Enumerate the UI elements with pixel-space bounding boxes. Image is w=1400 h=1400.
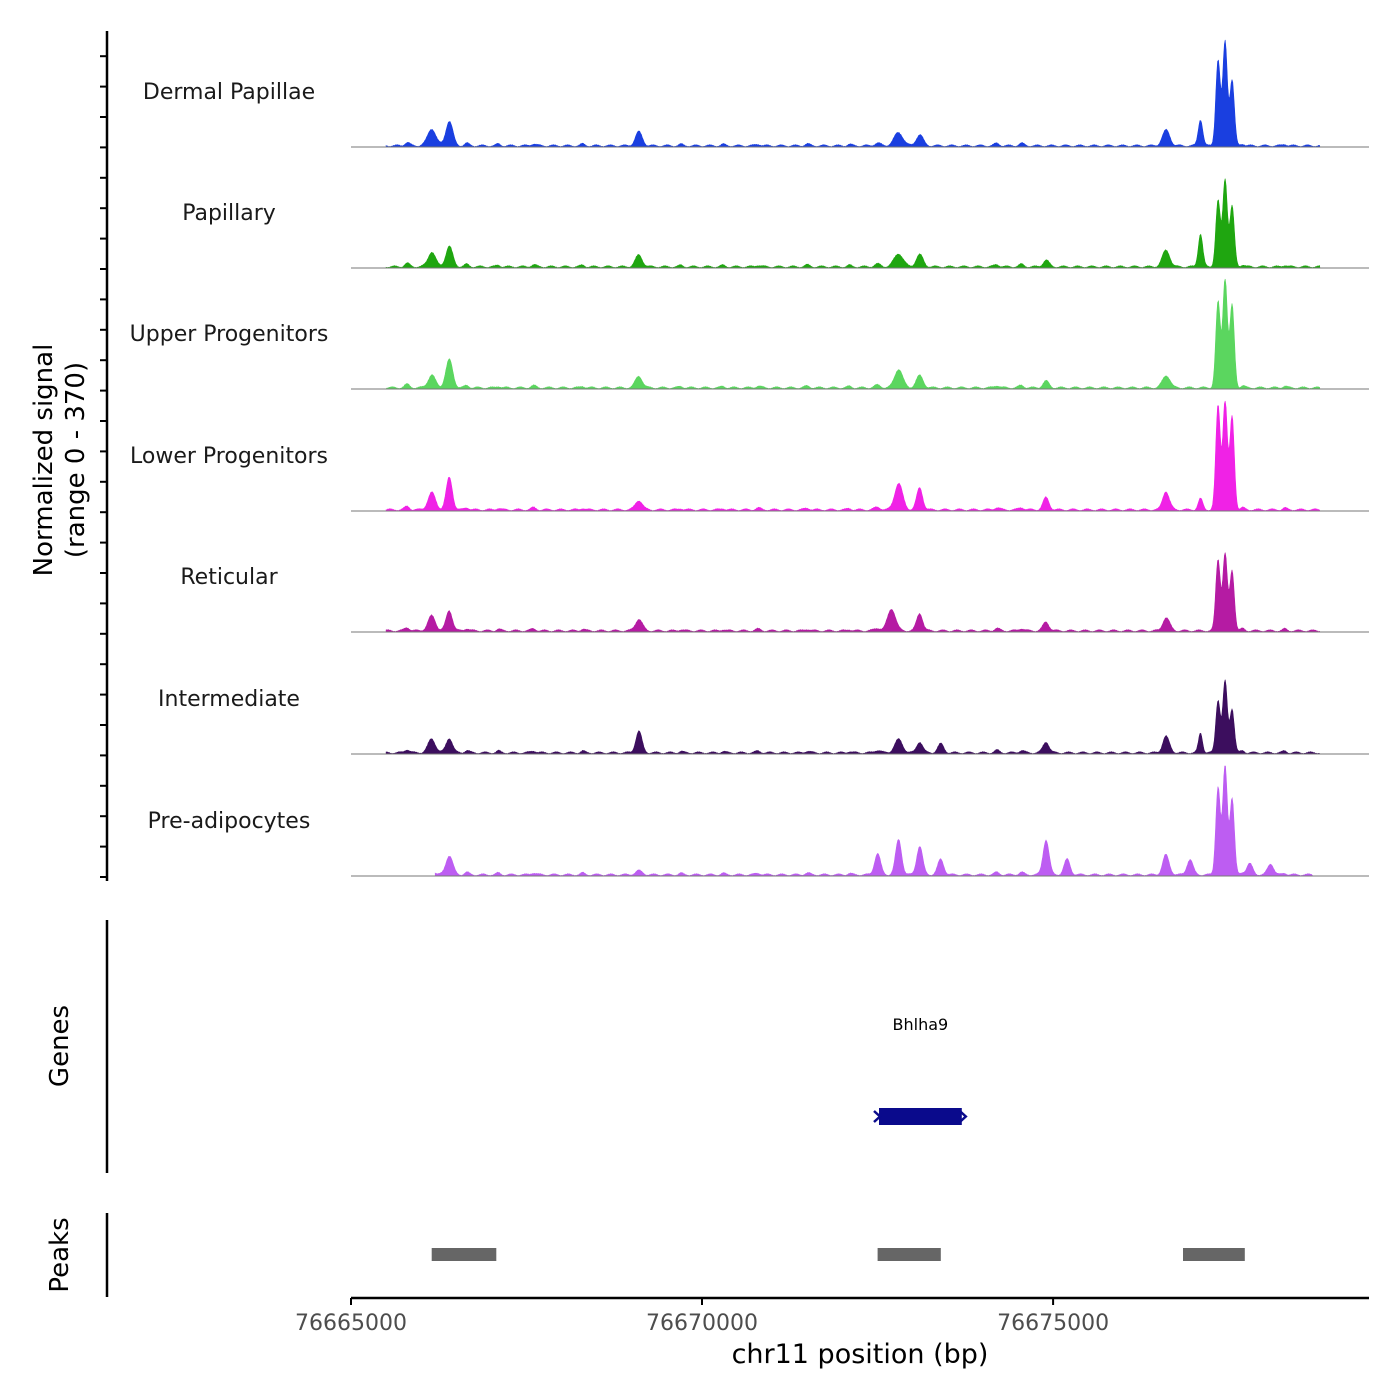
track-label: Papillary [182,201,276,226]
y-axis-range: (range 0 - 370) [61,362,91,558]
track-intermediate: Intermediate [158,679,1369,755]
gene-label: Bhlha9 [893,1015,949,1034]
coverage-area [434,765,1314,877]
track-label: Dermal Papillae [143,80,315,105]
coverage-area [385,39,1321,148]
track-upper-progenitors: Upper Progenitors [130,278,1369,390]
gene-strand-arrow [873,1110,882,1123]
gene-strand-arrow [958,1110,968,1123]
track-dermal-papillae: Dermal Papillae [143,39,1369,148]
peak-region [877,1248,941,1261]
track-label: Reticular [180,565,278,590]
peaks-track [431,1248,1245,1261]
y-axis-title: Normalized signal [29,344,59,577]
peak-region [431,1248,497,1261]
x-tick-label: 76675000 [997,1311,1109,1336]
coverage-area [385,178,1321,269]
track-label: Pre-adipocytes [148,809,311,834]
peaks-track-title: Peaks [45,1217,75,1292]
coverage-tracks: Dermal Papillae Papillary Upper Progenitor… [130,39,1369,877]
coverage-area [385,552,1321,633]
coverage-area [385,400,1321,512]
peak-region [1183,1248,1245,1261]
coverage-area [385,679,1321,755]
track-label: Upper Progenitors [130,322,329,347]
track-label: Lower Progenitors [130,444,328,469]
track-pre-adipocytes: Pre-adipocytes [148,765,1369,877]
x-tick-label: 76670000 [646,1311,758,1336]
x-tick-label: 76665000 [295,1311,407,1336]
track-reticular: Reticular [180,552,1369,633]
track-lower-progenitors: Lower Progenitors [130,400,1369,512]
track-papillary: Papillary [182,178,1369,269]
coverage-area [385,278,1321,390]
x-axis-ticks: 76665000 76670000 76675000 [295,1298,1109,1336]
genes-track-title: Genes [45,1005,75,1087]
genes-track: Bhlha9 [873,1015,968,1125]
gene-body [879,1108,962,1125]
x-axis-title: chr11 position (bp) [732,1339,989,1370]
track-label: Intermediate [158,687,300,712]
coverage-y-ticks [100,55,107,878]
